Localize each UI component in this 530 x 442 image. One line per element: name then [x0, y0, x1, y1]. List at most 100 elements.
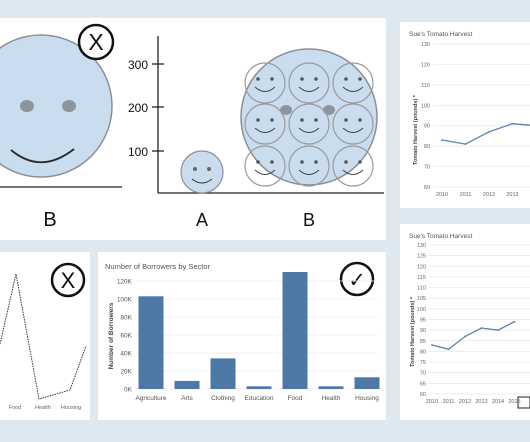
y-tick-label: 80K: [120, 315, 132, 322]
series-line: [441, 123, 530, 145]
x-tick-label: Health: [35, 405, 51, 411]
y-tick-label: 110: [421, 83, 430, 89]
y-tick-label: 90: [420, 328, 426, 334]
tomato-chart-top: Sue's Tomato Harvest Tomato Harvest (pou…: [400, 22, 530, 208]
small-face-a-icon: [180, 150, 224, 194]
y-tick-label: 40K: [120, 351, 132, 358]
category-label-b: B: [43, 209, 56, 231]
data-point: [513, 320, 516, 323]
category-label-a: A: [196, 210, 208, 230]
chart-title: Sue's Tomato Harvest: [409, 233, 472, 240]
y-tick-label: 130: [421, 42, 430, 48]
bar-health: [318, 386, 344, 389]
mini-face-eye: [300, 118, 304, 122]
x-tick-label: 2011: [443, 399, 455, 405]
y-tick-label: 65: [420, 381, 426, 387]
chart-title: Sue's Tomato Harvest: [409, 31, 472, 38]
y-axis-label: Number of Borrowers: [108, 302, 115, 369]
mini-face-eye: [314, 160, 318, 164]
x-tick-label: 2012: [459, 399, 471, 405]
mini-face-mouth: [342, 127, 364, 133]
mini-face-eye: [314, 118, 318, 122]
x-tick-label: 2011: [460, 192, 472, 198]
mini-face-eye: [270, 160, 274, 164]
y-tick-label: 120: [417, 264, 426, 270]
y-tick-label: 85: [420, 339, 426, 345]
x-tick-label: Education: [245, 395, 274, 402]
y-tick-label: 300: [128, 58, 148, 72]
y-tick-label: 200: [128, 101, 148, 115]
mini-face-icon: [244, 62, 286, 104]
data-point: [488, 130, 490, 133]
category-label-b: B: [303, 210, 315, 230]
incorrect-mark-icon: [50, 262, 86, 298]
x-tick-label: 2013: [475, 399, 487, 405]
y-tick-label: 100K: [117, 297, 133, 304]
mini-face-eye: [300, 77, 304, 81]
mini-face-icon: [332, 103, 374, 145]
y-tick-label: 70: [420, 371, 426, 377]
mini-face-eye: [314, 77, 318, 81]
y-tick-label: 60K: [120, 333, 132, 340]
x-tick-label: 2013: [506, 192, 518, 198]
mini-face-icon: [244, 103, 286, 145]
y-tick-label: 130: [417, 243, 426, 249]
face-eye: [62, 100, 76, 112]
y-tick-label: 80: [424, 144, 430, 150]
y-tick-label: 110: [417, 286, 426, 292]
smiley-face-icon: [0, 34, 113, 178]
bar-clothing: [210, 358, 236, 389]
mini-face-eye: [256, 118, 260, 122]
mini-face-eye: [270, 118, 274, 122]
mini-face-icon: [244, 145, 286, 187]
data-point: [497, 329, 499, 332]
x-tick-label: Housing: [61, 405, 81, 411]
mini-face-icon: [332, 62, 374, 104]
large-face-b-icon: [240, 48, 378, 186]
mini-face-icon: [288, 103, 330, 145]
x-tick-label: 2015: [508, 399, 520, 405]
mini-face-eye: [300, 160, 304, 164]
line-sketch-panel: X Food Health Housing: [0, 252, 90, 420]
sketch-line: [0, 273, 87, 400]
incorrect-mark-text: X: [61, 268, 76, 293]
data-point: [447, 348, 450, 351]
incorrect-mark-icon: [77, 23, 115, 61]
y-tick-label: 100: [421, 103, 430, 109]
y-tick-label: 70: [424, 165, 430, 171]
x-tick-label: Agriculture: [135, 395, 166, 402]
y-tick-label: 75: [420, 360, 426, 366]
face-mouth: [10, 148, 75, 164]
x-tick-label: Housing: [355, 395, 379, 402]
mini-face-icon: [332, 145, 374, 187]
mini-face-mouth: [254, 86, 276, 92]
face-panel-left: X B: [0, 18, 122, 240]
correct-mark-icon: [339, 261, 375, 297]
tomato-chart-bottom: Sue's Tomato Harvest Tomato Harvest (pou…: [400, 224, 530, 420]
data-point: [431, 344, 433, 346]
face-compare-panel: 300 200 100 A B: [122, 18, 386, 240]
x-tick-label: Food: [9, 405, 22, 411]
mini-face-eye: [344, 118, 348, 122]
mini-face-mouth: [342, 86, 364, 92]
y-tick-label: 90: [424, 124, 430, 130]
y-tick-label: 120: [421, 62, 430, 68]
mini-face-mouth: [298, 127, 320, 133]
x-tick-label: 2012: [483, 192, 495, 198]
y-tick-label: 60: [420, 392, 426, 398]
x-tick-label: Clothing: [211, 395, 235, 402]
data-point: [464, 335, 466, 338]
mini-face-icon: [288, 145, 330, 187]
mini-face-mouth: [298, 169, 320, 175]
y-tick-label: 80: [420, 349, 426, 355]
mini-face-mouth: [254, 169, 276, 175]
mini-face-eye: [270, 77, 274, 81]
y-axis-label: Tomato Harvest (pounds) *: [413, 94, 419, 165]
bar-agriculture: [138, 296, 164, 389]
mini-face-eye: [358, 118, 362, 122]
data-point: [480, 327, 483, 329]
mini-face-mouth: [254, 127, 276, 133]
mini-face-eye: [256, 160, 260, 164]
highlight-box: [517, 396, 530, 409]
chart-title: Number of Borrowers by Sector: [105, 262, 211, 271]
